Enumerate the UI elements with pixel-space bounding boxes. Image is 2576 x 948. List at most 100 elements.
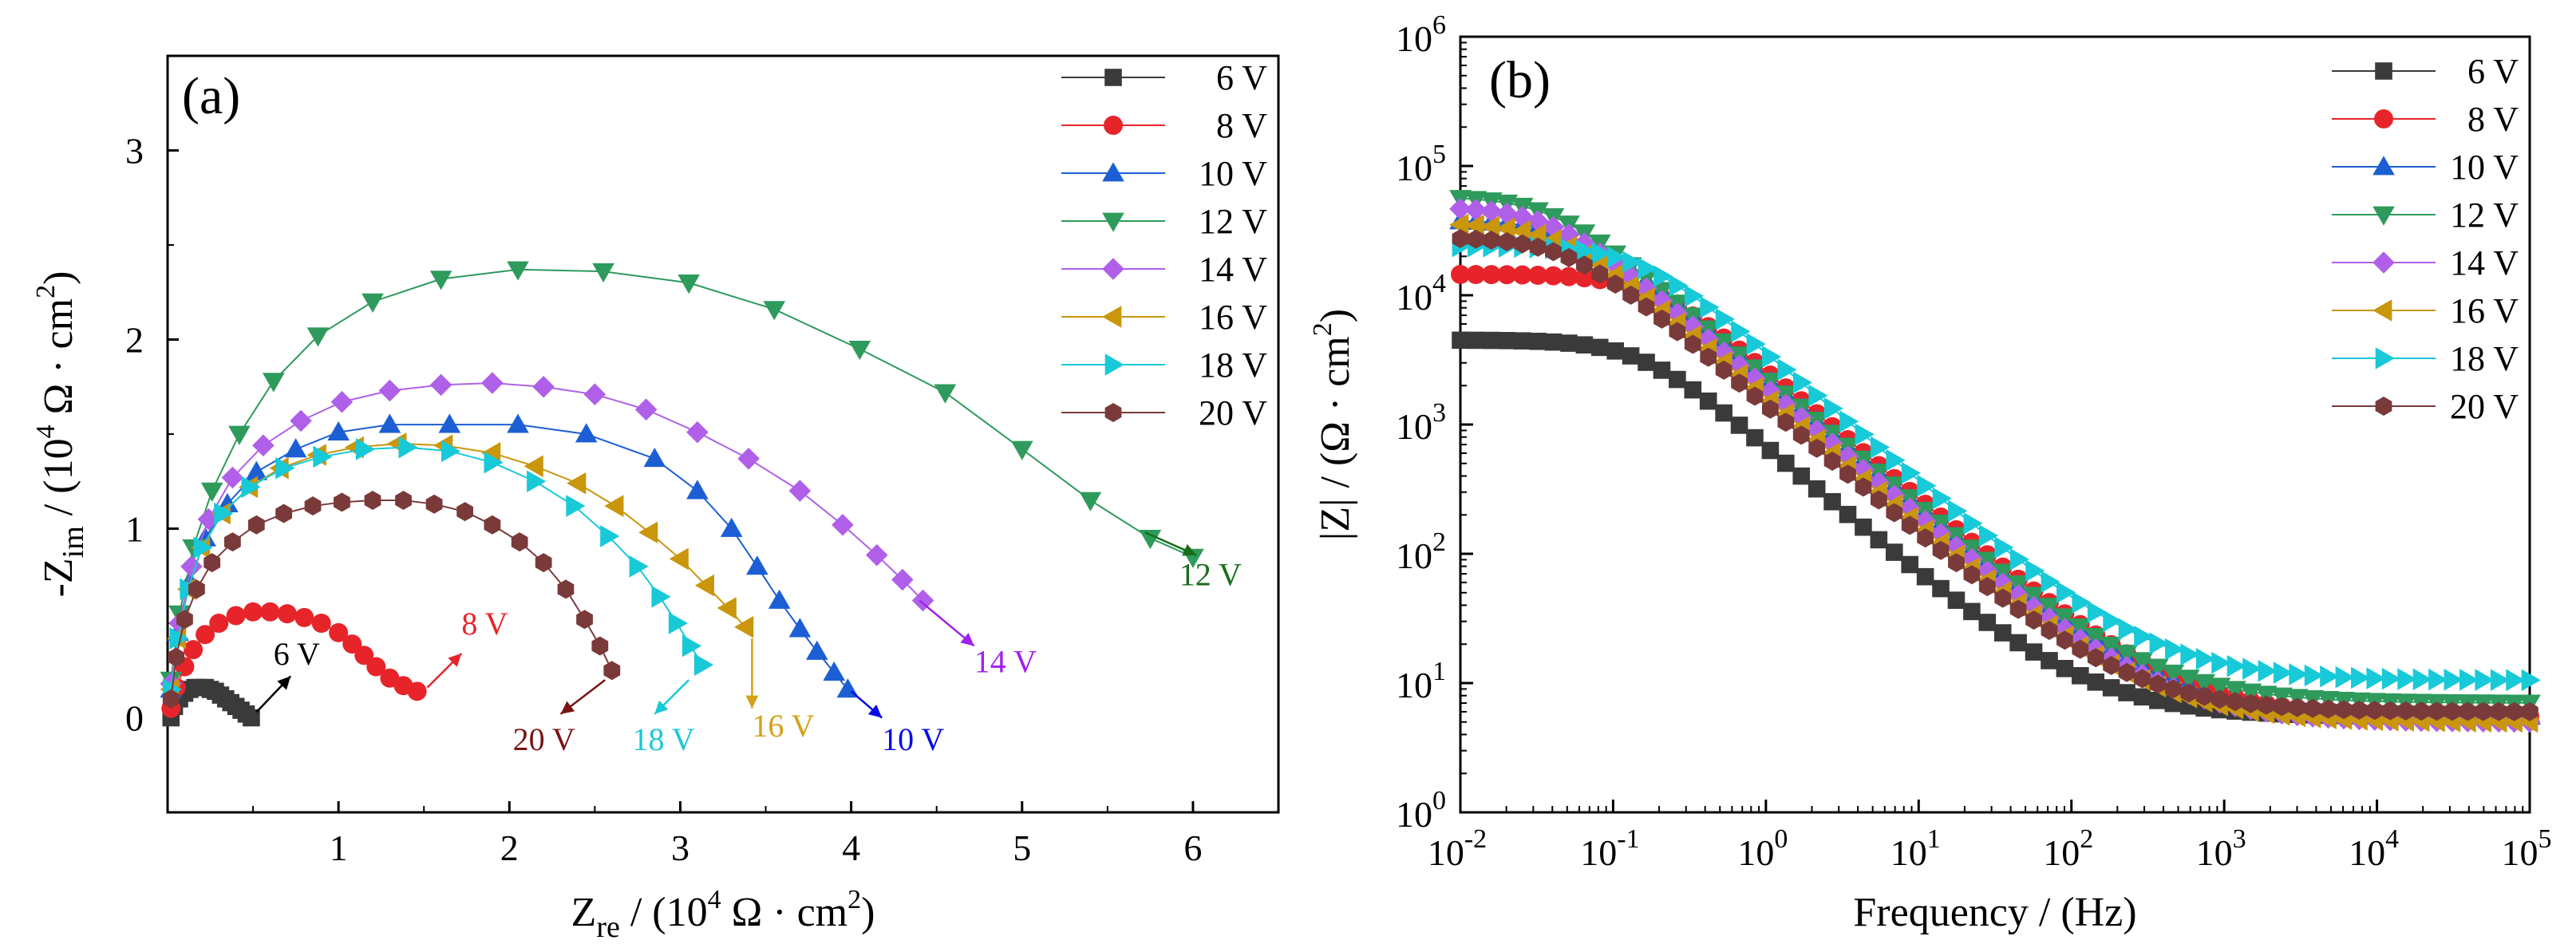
data-point-b-18-v: [1576, 239, 1596, 263]
x-tick-label-b: 100: [1737, 824, 1788, 873]
data-point-a-12-v: [1079, 492, 1102, 512]
data-point-b-20-v: [1978, 577, 1996, 597]
data-point-b-20-v: [1932, 540, 1950, 560]
annotation-label-a-8-v: 8 V: [461, 606, 508, 642]
data-point-b-6-v: [1839, 505, 1857, 523]
data-point-b-6-v: [2009, 634, 2027, 652]
data-point-b-6-v: [1993, 624, 2012, 642]
data-point-a-20-v: [603, 661, 621, 681]
data-point-a-14-v: [788, 480, 812, 502]
data-point-a-18-v: [566, 495, 586, 517]
data-point-b-20-v: [1653, 309, 1670, 329]
data-point-b-20-v: [2056, 630, 2073, 650]
data-point-a-8-v: [407, 681, 427, 701]
data-point-a-16-v: [638, 521, 658, 544]
data-point-b-20-v: [1560, 247, 1578, 267]
data-point-b-20-v: [1870, 490, 1887, 510]
y-axis-title-a: -Zim / (104 Ω · cm2): [31, 271, 90, 598]
annotation-arrow-a-18-v: [654, 679, 690, 715]
data-point-b-6-v: [2102, 679, 2120, 697]
data-point-b-6-v: [1901, 555, 1918, 574]
data-point-b-8-v: [1543, 266, 1563, 286]
data-point-a-12-v: [362, 293, 384, 313]
data-point-b-18-v: [1808, 384, 1828, 407]
data-point-a-16-v: [523, 455, 543, 478]
data-point-b-20-v: [1638, 297, 1655, 317]
data-point-b-20-v: [2521, 701, 2538, 721]
data-point-b-14-v: [1914, 510, 1937, 532]
data-point-b-18-v: [1606, 246, 1627, 268]
y-tick-label-b: 101: [1396, 657, 1446, 705]
data-point-a-16-v: [717, 597, 737, 619]
a-legend-label-16-v: 16 V: [1199, 298, 1267, 337]
data-point-b-20-v: [1606, 275, 1624, 294]
data-point-a-18-v: [668, 612, 688, 634]
data-point-b-14-v: [1449, 197, 1472, 220]
a-legend-marker-20-v: [1104, 403, 1122, 422]
data-point-a-12-v: [262, 373, 285, 393]
series-b-6-v: [1452, 331, 2538, 725]
data-point-a-16-v: [669, 547, 689, 571]
data-point-a-12-v: [1010, 440, 1033, 460]
y-tick-label-b: 100: [1396, 786, 1446, 835]
data-point-b-20-v: [1963, 565, 1981, 585]
data-point-b-20-v: [2459, 701, 2476, 721]
data-point-b-14-v: [1852, 458, 1875, 481]
data-point-a-8-v: [260, 602, 280, 622]
data-point-a-10-v: [327, 421, 350, 440]
legend-a: 6 V 8 V 10 V 12 V 14 V 16 V 18 V 20 V: [1061, 58, 1267, 433]
x-tick-label-a: 3: [671, 828, 689, 868]
data-point-a-18-v: [600, 525, 620, 547]
annotation-label-a-18-v: 18 V: [632, 721, 694, 757]
b-legend-label-20-v: 20 V: [2450, 387, 2519, 426]
data-point-b-20-v: [2412, 701, 2430, 721]
data-point-b-14-v: [1728, 354, 1751, 377]
data-point-b-20-v: [2444, 701, 2461, 721]
data-point-b-6-v: [1855, 518, 1872, 536]
data-point-a-8-v: [366, 657, 386, 677]
b-legend-marker-20-v: [2375, 397, 2392, 416]
a-legend-marker-18-v: [1104, 354, 1124, 376]
data-point-b-6-v: [2133, 688, 2151, 706]
x-tick-label-a: 2: [500, 828, 519, 868]
data-point-b-18-v: [1963, 512, 1983, 535]
data-point-a-8-v: [277, 604, 297, 624]
y-tick-label-a: 0: [125, 698, 144, 739]
data-point-a-12-v: [592, 263, 614, 282]
data-point-b-6-v: [1653, 361, 1671, 379]
x-tick-label-b: 10-2: [1428, 824, 1487, 873]
data-point-b-20-v: [1622, 285, 1640, 305]
annotation-arrow-a-20-v: [559, 679, 606, 715]
data-point-b-18-v: [1746, 333, 1766, 355]
a-legend-marker-12-v: [1102, 212, 1124, 232]
data-point-b-18-v: [2521, 669, 2541, 692]
data-point-b-20-v: [2490, 701, 2507, 721]
data-point-b-6-v: [2025, 643, 2043, 661]
data-point-a-12-v: [678, 275, 700, 294]
data-point-a-14-v: [252, 434, 275, 457]
data-point-b-18-v: [1669, 275, 1689, 297]
data-point-b-18-v: [1731, 320, 1751, 343]
a-legend-marker-14-v: [1102, 258, 1124, 280]
data-point-b-12-v: [2116, 645, 2138, 665]
data-point-b-6-v: [1544, 333, 1563, 351]
x-tick-label-b: 104: [2349, 824, 2399, 873]
data-point-b-18-v: [1653, 265, 1673, 287]
data-point-b-18-v: [1715, 308, 1735, 330]
a-legend-label-14-v: 14 V: [1199, 250, 1267, 289]
data-point-b-20-v: [1498, 231, 1515, 251]
data-point-a-20-v: [203, 553, 221, 573]
a-legend-marker-16-v: [1102, 306, 1122, 328]
data-point-b-14-v: [2038, 606, 2060, 630]
data-point-b-18-v: [2242, 658, 2262, 680]
bode-panel: 10-2 10-1 100 101 102 103 104 105 100 101 102 103 10…: [1308, 10, 2552, 935]
data-point-a-18-v: [313, 445, 333, 468]
data-point-a-14-v: [911, 589, 934, 612]
data-point-b-12-v: [2131, 652, 2154, 672]
data-point-b-18-v: [1684, 285, 1705, 307]
data-point-a-20-v: [395, 490, 412, 510]
data-point-a-14-v: [290, 409, 312, 433]
data-point-a-12-v: [1139, 530, 1162, 550]
data-point-b-18-v: [2475, 669, 2495, 691]
